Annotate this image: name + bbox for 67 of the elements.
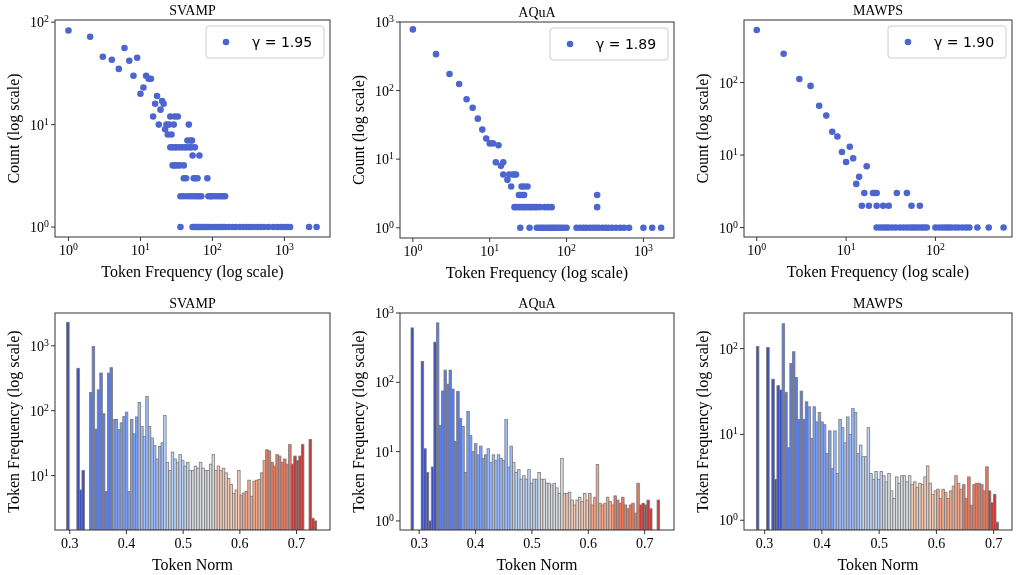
x-tick-label: 0.4 [466, 536, 485, 551]
x-tick-label: 0.5 [174, 536, 192, 551]
y-tick-label: 10$^{3}$ [375, 303, 395, 321]
chart-title: AQuA [518, 296, 557, 311]
y-tick-label: 10$^{1}$ [30, 115, 50, 133]
x-tick-label: 10$^{2}$ [557, 241, 577, 259]
x-tick-label: 10$^{0}$ [747, 240, 767, 258]
legend-label: γ = 1.90 [934, 34, 995, 50]
chart-title: SVAMP [169, 3, 216, 18]
chart-title: MAWPS [852, 296, 904, 311]
x-tick-label: 0.5 [523, 536, 541, 551]
legend-label: γ = 1.89 [596, 36, 657, 52]
x-tick-label: 0.5 [870, 536, 888, 551]
y-axis-title: Token Frequency (log scale) [350, 330, 368, 513]
y-axis-title: Count (log scale) [5, 73, 23, 184]
x-axis-title: Token Frequency (log scale) [786, 263, 970, 281]
x-axis-title: Token Norm [151, 556, 234, 573]
y-tick-label: 10$^{0}$ [375, 218, 395, 236]
y-tick-label: 10$^{3}$ [30, 336, 50, 354]
x-tick-label: 0.3 [755, 536, 774, 551]
x-tick-label: 10$^{1}$ [480, 241, 500, 259]
x-tick-label: 0.7 [984, 536, 1003, 551]
chart-title: SVAMP [169, 296, 216, 311]
x-tick-label: 0.7 [635, 536, 654, 551]
x-tick-label: 0.6 [927, 536, 946, 551]
y-tick-label: 10$^{2}$ [719, 73, 739, 91]
y-axis-title: Token Frequency (log scale) [694, 330, 712, 513]
x-tick-label: 0.3 [410, 536, 428, 551]
x-tick-label: 0.3 [60, 536, 79, 551]
x-tick-label: 0.7 [287, 536, 306, 551]
x-tick-label: 10$^{3}$ [633, 241, 653, 259]
x-tick-label: 10$^{3}$ [274, 240, 294, 258]
x-tick-label: 0.4 [813, 536, 831, 551]
x-tick-label: 0.6 [579, 536, 598, 551]
y-tick-label: 10$^{2}$ [375, 81, 395, 99]
y-axis-title: Count (log scale) [350, 74, 368, 186]
y-tick-label: 10$^{2}$ [30, 12, 50, 31]
x-axis-title: Token Norm [496, 556, 579, 573]
y-tick-label: 10$^{2}$ [719, 339, 739, 357]
y-tick-label: 10$^{0}$ [719, 510, 739, 529]
y-axis-title: Token Frequency (log scale) [5, 330, 23, 513]
x-tick-label: 10$^{0}$ [403, 241, 423, 259]
y-tick-label: 10$^{1}$ [30, 466, 50, 484]
legend-label: γ = 1.95 [252, 34, 313, 50]
chart-title: MAWPS [852, 3, 904, 18]
x-axis-title: Token Frequency (log scale) [445, 264, 629, 282]
x-axis-title: Token Norm [837, 556, 920, 573]
y-tick-label: 10$^{1}$ [719, 424, 739, 443]
y-tick-label: 10$^{0}$ [30, 217, 50, 236]
x-axis-title: Token Frequency (log scale) [101, 263, 284, 281]
y-tick-label: 10$^{1}$ [719, 145, 739, 164]
x-tick-label: 10$^{1}$ [130, 240, 150, 258]
x-tick-label: 0.4 [117, 536, 136, 551]
chart-title: AQuA [518, 5, 557, 20]
y-tick-label: 10$^{1}$ [375, 442, 395, 460]
y-tick-label: 10$^{1}$ [375, 149, 395, 168]
x-tick-label: 10$^{0}$ [59, 240, 79, 258]
y-tick-label: 10$^{0}$ [719, 218, 739, 236]
y-axis-title: Count (log scale) [694, 73, 712, 184]
x-tick-label: 0.6 [231, 536, 249, 551]
y-tick-label: 10$^{3}$ [375, 12, 395, 30]
y-tick-label: 10$^{2}$ [30, 401, 50, 419]
x-tick-label: 10$^{2}$ [202, 240, 222, 258]
x-tick-label: 10$^{2}$ [925, 240, 945, 258]
x-tick-label: 10$^{1}$ [836, 240, 856, 258]
y-tick-label: 10$^{0}$ [375, 511, 395, 529]
y-tick-label: 10$^{2}$ [375, 372, 395, 391]
